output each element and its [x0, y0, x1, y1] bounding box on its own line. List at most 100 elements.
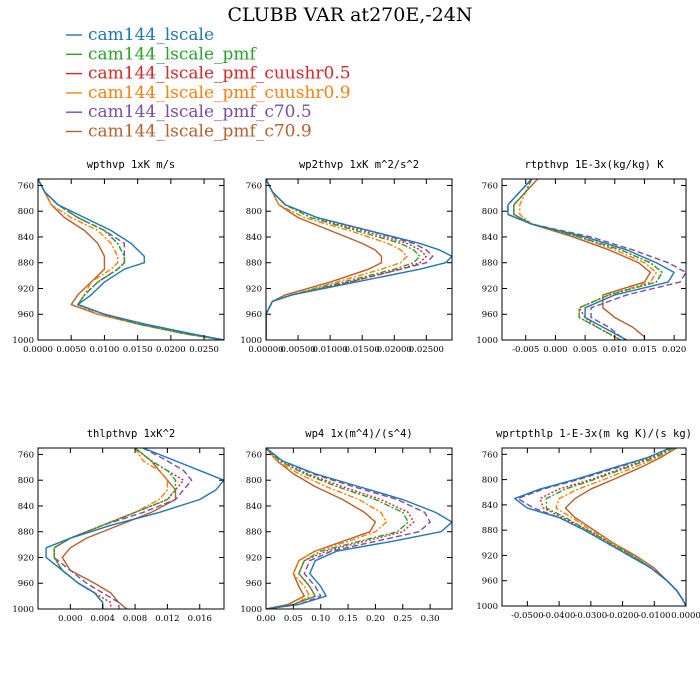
xtick-label-5-4: -0.0100	[638, 611, 671, 621]
series-line-5-0	[513, 448, 686, 606]
series-line-0-1	[38, 179, 224, 340]
xtick-label-5-3: -0.0200	[606, 611, 639, 621]
xtick-label-5-0: -0.0500	[511, 611, 544, 621]
xtick-label-4-4: 0.20	[366, 614, 385, 624]
ytick-label-1-5: 960	[246, 310, 262, 320]
series-line-0-0	[38, 179, 224, 340]
panel-frame-1	[265, 178, 453, 341]
series-line-5-1	[545, 448, 686, 606]
ytick-label-3-3: 880	[18, 528, 34, 538]
xtick-label-4-2: 0.10	[311, 614, 330, 624]
xtick-label-1-3: 0.01500	[345, 345, 380, 355]
series-line-0-2	[38, 179, 224, 340]
xtick-label-4-0: 0.00	[257, 614, 276, 624]
series-line-0-3	[38, 179, 224, 340]
panel-3: thlpthvp 1xK^2 760 800 840 880 920 960 1000 0.00…	[12, 428, 225, 624]
ytick-label-5-5: 960	[482, 577, 498, 587]
ytick-label-0-4: 920	[18, 284, 34, 294]
panel-lines-0	[38, 179, 224, 340]
series-line-3-0	[45, 448, 224, 609]
ytick-label-2-6: 1000	[476, 336, 498, 346]
panel-title-0: wpthvp 1xK m/s	[87, 159, 176, 171]
series-line-0-5	[38, 179, 224, 340]
ytick-label-5-2: 840	[482, 501, 498, 511]
xtick-label-1-1: 0.00500	[280, 345, 315, 355]
ytick-label-0-1: 800	[18, 207, 34, 217]
series-line-4-3	[266, 448, 388, 609]
panel-2: rtpthvp 1E-3x(kg/kg) K 760 800 840 880 920 960…	[476, 159, 687, 355]
series-line-4-1	[266, 448, 409, 609]
panel-title-4: wp4 1x(m^4)/(s^4)	[305, 428, 412, 440]
ytick-label-1-2: 840	[246, 233, 262, 243]
series-line-2-5	[513, 179, 652, 340]
ytick-label-5-4: 920	[482, 551, 498, 561]
ytick-label-4-4: 920	[246, 553, 262, 563]
panel-title-3: thlpthvp 1xK^2	[87, 428, 176, 440]
panel-frame-0	[37, 178, 225, 341]
xtick-label-3-2: 0.008	[123, 614, 147, 624]
ytick-label-2-2: 840	[482, 233, 498, 243]
xtick-label-5-5: 0.0000	[671, 611, 700, 621]
panel-frame-4	[265, 447, 453, 610]
series-line-2-4	[507, 179, 686, 340]
ytick-label-3-5: 960	[18, 579, 34, 589]
ytick-label-0-0: 760	[18, 181, 34, 191]
ytick-label-1-0: 760	[246, 181, 262, 191]
series-line-1-0	[266, 179, 452, 340]
xtick-label-1-4: 0.02000	[377, 345, 412, 355]
xtick-label-0-0: 0.0000	[23, 345, 53, 355]
xtick-label-2-3: 0.010	[603, 345, 627, 355]
panel-1: wp2thvp 1xK m^2/s^2 760 800 840 880 920 960 100…	[240, 159, 453, 355]
ytick-label-5-6: 1000	[476, 602, 498, 612]
ytick-label-2-3: 880	[482, 259, 498, 269]
series-line-3-5	[61, 448, 177, 609]
ytick-label-4-5: 960	[246, 579, 262, 589]
legend: cam144_lscalecam144_lscale_pmfcam144_lsc…	[66, 25, 351, 142]
xtick-label-0-5: 0.0250	[189, 345, 219, 355]
series-line-4-2	[266, 448, 415, 609]
ytick-label-4-1: 800	[246, 476, 262, 486]
legend-label-5: cam144_lscale_pmf_c70.9	[88, 122, 312, 142]
legend-label-3: cam144_lscale_pmf_cuushr0.9	[88, 83, 351, 103]
series-line-4-5	[266, 448, 377, 609]
series-line-1-2	[266, 179, 428, 340]
series-line-5-2	[539, 448, 686, 606]
series-line-1-1	[266, 179, 421, 340]
ytick-label-3-0: 760	[18, 450, 34, 460]
xtick-label-1-5: 0.02500	[409, 345, 444, 355]
xtick-label-0-2: 0.0100	[90, 345, 120, 355]
legend-label-4: cam144_lscale_pmf_c70.5	[88, 102, 312, 122]
panel-frame-3	[37, 447, 225, 610]
series-line-2-1	[513, 179, 663, 340]
legend-label-2: cam144_lscale_pmf_cuushr0.5	[88, 64, 351, 84]
ytick-label-4-3: 880	[246, 528, 262, 538]
ytick-label-0-6: 1000	[12, 336, 34, 346]
ytick-label-1-4: 920	[246, 284, 262, 294]
series-line-1-4	[266, 179, 434, 340]
series-line-2-0	[507, 179, 675, 340]
panel-frame-2	[501, 178, 687, 341]
panels: wpthvp 1xK m/s76080084088092096010000.00…	[12, 159, 700, 624]
xtick-label-2-4: 0.015	[632, 345, 656, 355]
panel-lines-2	[507, 179, 686, 340]
panel-lines-3	[45, 448, 224, 609]
xtick-label-0-3: 0.0150	[123, 345, 153, 355]
xtick-label-2-0: -0.005	[512, 345, 539, 355]
series-line-2-3	[519, 179, 658, 340]
xtick-label-3-1: 0.004	[91, 614, 115, 624]
ytick-label-2-0: 760	[482, 181, 498, 191]
series-line-3-2	[53, 448, 185, 609]
ytick-label-0-5: 960	[18, 310, 34, 320]
panel-title-1: wp2thvp 1xK m^2/s^2	[299, 159, 419, 171]
panel-frame-5	[501, 447, 687, 607]
ytick-label-5-0: 760	[482, 450, 498, 460]
ytick-label-0-2: 840	[18, 233, 34, 243]
xtick-label-5-1: -0.0400	[543, 611, 576, 621]
ytick-label-4-6: 1000	[240, 605, 262, 615]
xtick-label-3-3: 0.012	[155, 614, 179, 624]
panel-0: wpthvp 1xK m/s76080084088092096010000.00…	[12, 159, 225, 355]
panel-lines-1	[266, 179, 452, 340]
ytick-label-4-2: 840	[246, 502, 262, 512]
series-line-0-4	[38, 179, 224, 340]
